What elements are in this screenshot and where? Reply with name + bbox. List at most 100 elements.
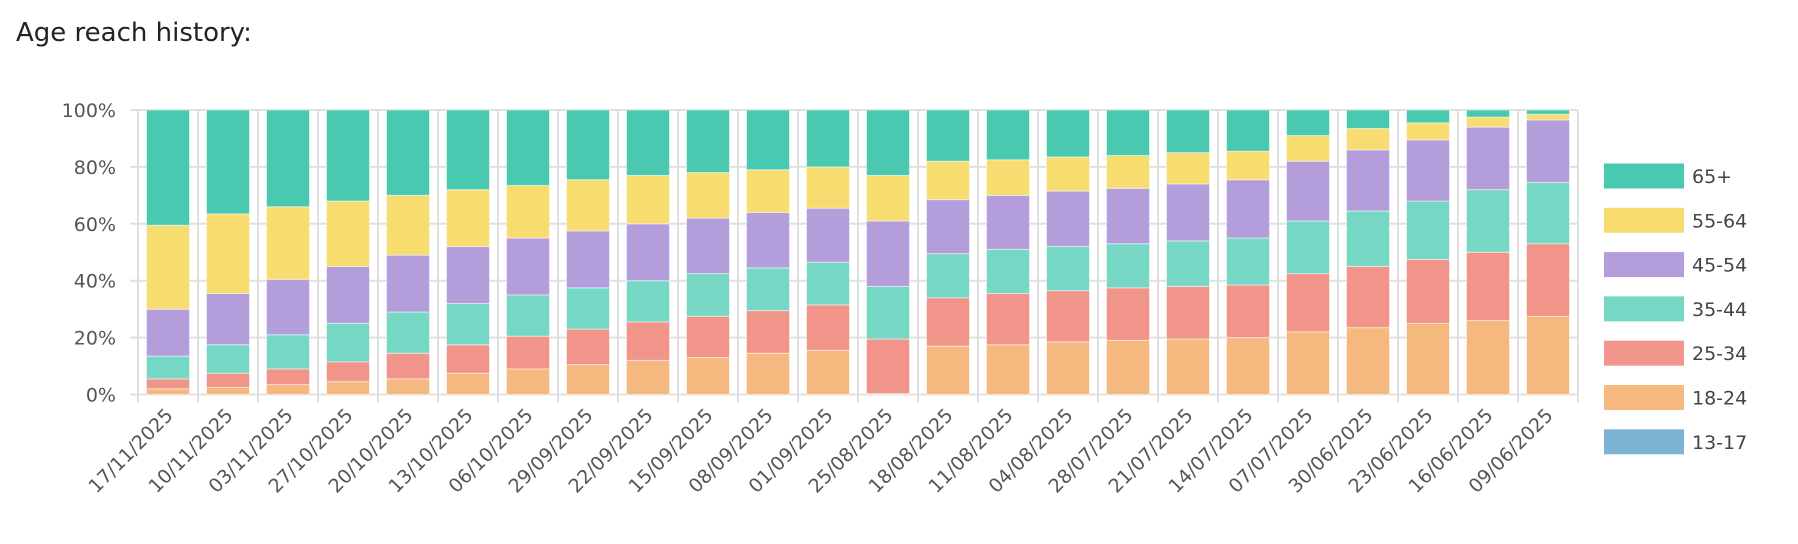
bar-segment-35-44: [806, 261, 850, 306]
bar-segment-45-54: [1166, 183, 1210, 242]
bar-segment-18-24: [746, 352, 790, 395]
bar-segment-35-44: [626, 280, 670, 323]
bar-segment-45-54: [1106, 187, 1150, 245]
bar-segment-45-54: [146, 308, 190, 357]
bar-segment-25-34: [446, 344, 490, 374]
bar-segment-65+: [566, 109, 610, 181]
bar-segment-65+: [1466, 109, 1510, 118]
bar-segment-55-64: [566, 179, 610, 232]
bar-segment-18-24: [1526, 315, 1570, 396]
bar-segment-55-64: [146, 224, 190, 310]
bar-segment-55-64: [1346, 127, 1390, 151]
bar-segment-18-24: [386, 378, 430, 396]
bar-segment-18-24: [926, 345, 970, 396]
legend-label: 25-34: [1692, 343, 1747, 365]
bar-segment-25-34: [1166, 285, 1210, 340]
bar-segment-18-24: [686, 357, 730, 396]
bar-segment-25-34: [1106, 287, 1150, 341]
bar-segment-55-64: [506, 184, 550, 239]
bar-segment-25-34: [146, 378, 190, 390]
bar-segment-45-54: [1526, 119, 1570, 184]
bar-segment-45-54: [686, 217, 730, 275]
y-tick-label: 60%: [74, 214, 116, 236]
bar-segment-65+: [1106, 109, 1150, 157]
bar-segment-55-64: [446, 189, 490, 248]
y-tick-label: 20%: [74, 328, 116, 350]
legend-swatch-35-44: [1604, 296, 1684, 322]
bar-segment-18-24: [1286, 331, 1330, 396]
bar-segment-18-24: [1466, 320, 1510, 395]
legend-label: 13-17: [1692, 432, 1747, 454]
bar-segment-35-44: [1106, 243, 1150, 289]
bar-segment-18-24: [1106, 339, 1150, 396]
y-tick-label: 0%: [86, 385, 116, 407]
bar-segment-18-24: [1226, 337, 1270, 396]
bar-segment-45-54: [206, 293, 250, 346]
bar-segment-18-24: [206, 386, 250, 396]
bar-segment-65+: [1046, 109, 1090, 158]
y-tick-label: 80%: [74, 157, 116, 179]
bar-segment-45-54: [866, 220, 910, 287]
bar-segment-65+: [1226, 109, 1270, 152]
legend-swatch-13-17: [1604, 429, 1684, 455]
bar-segment-45-54: [806, 207, 850, 263]
bar-segment-65+: [386, 109, 430, 196]
bar-segment-55-64: [1226, 150, 1270, 181]
bar-segment-18-24: [626, 359, 670, 395]
legend-swatch-65+: [1604, 163, 1684, 189]
bar-segment-18-24: [806, 349, 850, 395]
bar-segment-55-64: [386, 194, 430, 256]
bar-segment-45-54: [266, 278, 310, 336]
bar-segment-65+: [266, 109, 310, 208]
bar-segment-35-44: [206, 344, 250, 374]
bar-segment-25-34: [986, 293, 1030, 346]
bar-segment-25-34: [866, 338, 910, 395]
bar-segment-35-44: [1346, 210, 1390, 267]
bar-segment-18-24: [326, 381, 370, 396]
bar-segment-18-24: [266, 384, 310, 396]
bar-segment-25-34: [746, 310, 790, 354]
bar-segment-25-34: [686, 315, 730, 359]
bar-segment-65+: [926, 109, 970, 162]
bar-segment-55-64: [746, 169, 790, 213]
bar-segment-55-64: [866, 174, 910, 222]
bar-segment-35-44: [1226, 237, 1270, 286]
bar-segment-35-44: [326, 322, 370, 363]
bar-segment-55-64: [1526, 113, 1570, 121]
bar-segment-35-44: [1046, 246, 1090, 292]
bar-segment-35-44: [506, 294, 550, 337]
bar-segment-55-64: [986, 159, 1030, 196]
bar-segment-45-54: [446, 246, 490, 304]
bar-segment-18-24: [1046, 341, 1090, 395]
bar-segment-55-64: [1106, 155, 1150, 189]
bar-segment-25-34: [386, 352, 430, 380]
bar-segment-35-44: [1166, 240, 1210, 287]
bar-segment-65+: [1346, 109, 1390, 129]
bar-segment-25-34: [626, 321, 670, 361]
bar-segment-45-54: [566, 230, 610, 289]
bar-segment-55-64: [686, 172, 730, 219]
bar-segment-65+: [686, 109, 730, 174]
bar-segment-35-44: [1406, 200, 1450, 260]
bar-segment-65+: [626, 109, 670, 176]
bar-segment-65+: [986, 109, 1030, 161]
bar-segment-55-64: [1286, 135, 1330, 162]
bar-segment-55-64: [806, 166, 850, 209]
bar-segment-25-34: [806, 304, 850, 351]
bar-segment-35-44: [1526, 182, 1570, 245]
y-tick-label: 40%: [74, 271, 116, 293]
bar-segment-25-34: [1286, 273, 1330, 333]
bar-segment-65+: [446, 109, 490, 191]
bar-segment-65+: [1286, 109, 1330, 137]
bar-segment-25-34: [1406, 258, 1450, 324]
bar-segment-45-54: [1046, 190, 1090, 248]
bar-segment-65+: [746, 109, 790, 171]
bar-segment-18-24: [506, 368, 550, 395]
bar-segment-45-54: [1226, 179, 1270, 239]
bar-segment-18-24: [1406, 322, 1450, 395]
bar-segment-35-44: [1466, 189, 1510, 253]
bar-segment-45-54: [986, 194, 1030, 250]
bar-segment-65+: [326, 109, 370, 202]
bar-segment-45-54: [1466, 126, 1510, 191]
